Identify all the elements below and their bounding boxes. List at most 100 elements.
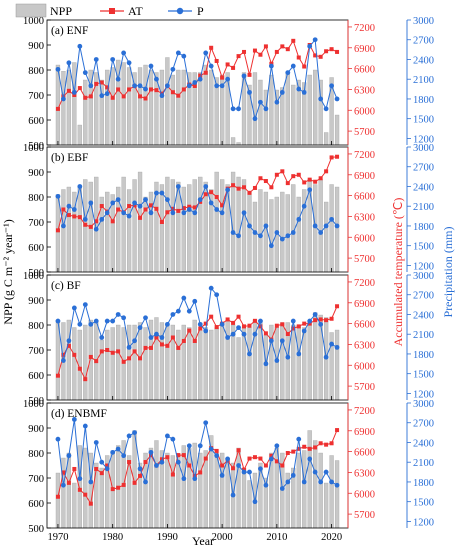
npp-bar xyxy=(334,186,340,273)
npp-bar xyxy=(313,69,318,146)
p-point xyxy=(143,197,148,203)
p-point xyxy=(170,312,176,317)
p-point xyxy=(143,479,148,485)
y-axis-left-title: NPP (g C m⁻² year⁻¹) xyxy=(1,219,15,324)
npp-bar xyxy=(187,184,192,273)
p-tick-label: 1800 xyxy=(413,478,434,489)
npp-bar xyxy=(159,184,165,273)
p-point xyxy=(307,43,313,49)
p-tick-label: 1200 xyxy=(413,517,434,528)
npp-bar xyxy=(110,327,115,401)
at-point xyxy=(121,94,126,99)
p-point xyxy=(186,207,192,212)
npp-bar xyxy=(99,467,104,529)
at-point xyxy=(296,55,301,60)
at-point xyxy=(280,322,285,327)
npp-tick-label: 1000 xyxy=(23,271,44,282)
at-point xyxy=(285,47,290,52)
at-point xyxy=(318,54,323,59)
p-point xyxy=(225,76,231,82)
at-point xyxy=(263,179,268,184)
at-point xyxy=(313,445,318,450)
at-point xyxy=(72,93,77,97)
p-point xyxy=(285,70,291,76)
p-point xyxy=(137,83,143,89)
p-point xyxy=(71,305,77,311)
at-point xyxy=(214,195,219,199)
at-point xyxy=(110,350,115,355)
at-point xyxy=(181,338,186,343)
npp-bar xyxy=(170,455,175,529)
npp-bar xyxy=(198,72,203,146)
legend-p-label: P xyxy=(197,4,204,18)
p-point xyxy=(208,200,214,206)
npp-bar xyxy=(252,72,258,146)
at-point xyxy=(132,349,137,354)
at-point xyxy=(165,455,170,460)
npp-bar xyxy=(99,339,104,401)
at-point xyxy=(99,80,104,85)
at-point xyxy=(176,453,181,458)
npp-bar xyxy=(143,64,148,146)
at-point xyxy=(291,449,296,454)
p-point xyxy=(214,83,220,89)
at-point xyxy=(132,203,137,208)
p-point xyxy=(318,479,324,485)
panel-1: (b) EBF 500 600 700 800 900 1000 5700 6000 6300 66… xyxy=(23,143,434,279)
at-point xyxy=(170,335,175,340)
p-point xyxy=(252,499,258,505)
npp-bar xyxy=(209,69,214,146)
at-point xyxy=(55,228,60,233)
npp-bar xyxy=(263,334,269,401)
p-point xyxy=(268,338,274,344)
npp-bar xyxy=(121,62,126,146)
panel-label: (c) BF xyxy=(51,280,81,292)
p-point xyxy=(236,463,241,468)
p-point xyxy=(197,321,203,327)
at-point xyxy=(143,207,148,212)
at-point xyxy=(99,349,104,354)
at-point xyxy=(116,349,121,354)
p-point xyxy=(93,440,99,445)
at-tick-label: 6300 xyxy=(354,468,375,479)
npp-bar xyxy=(143,327,148,401)
p-point xyxy=(132,430,137,436)
at-point xyxy=(192,83,197,88)
p-point xyxy=(285,354,291,360)
at-point xyxy=(329,316,334,321)
p-point xyxy=(268,63,274,69)
at-point xyxy=(335,154,340,159)
p-point xyxy=(279,89,285,95)
at-point xyxy=(263,331,268,336)
at-point xyxy=(77,215,82,220)
npp-bar xyxy=(83,79,88,146)
p-point xyxy=(104,318,110,324)
p-point xyxy=(99,459,105,465)
npp-bar xyxy=(77,124,82,146)
npp-bar xyxy=(66,69,72,146)
npp-bar xyxy=(198,452,203,529)
p-point xyxy=(274,358,280,363)
at-point xyxy=(77,366,82,371)
npp-bar xyxy=(99,196,104,273)
at-point xyxy=(116,87,121,92)
p-point xyxy=(154,331,159,337)
at-point xyxy=(138,473,143,478)
npp-bar xyxy=(285,72,290,146)
at-tick-label: 5700 xyxy=(354,127,375,138)
npp-bar xyxy=(269,199,274,273)
npp-bar xyxy=(280,191,285,273)
p-tick-label: 2100 xyxy=(413,458,434,469)
npp-bar xyxy=(154,440,159,529)
at-point xyxy=(313,318,318,323)
npp-tick-label: 800 xyxy=(28,321,44,332)
p-point xyxy=(55,318,61,324)
npp-bar xyxy=(72,327,77,401)
p-point xyxy=(82,423,88,429)
p-point xyxy=(148,210,154,216)
at-point xyxy=(231,320,236,325)
npp-bar xyxy=(154,317,159,401)
p-point xyxy=(323,354,329,360)
at-point xyxy=(307,446,312,451)
